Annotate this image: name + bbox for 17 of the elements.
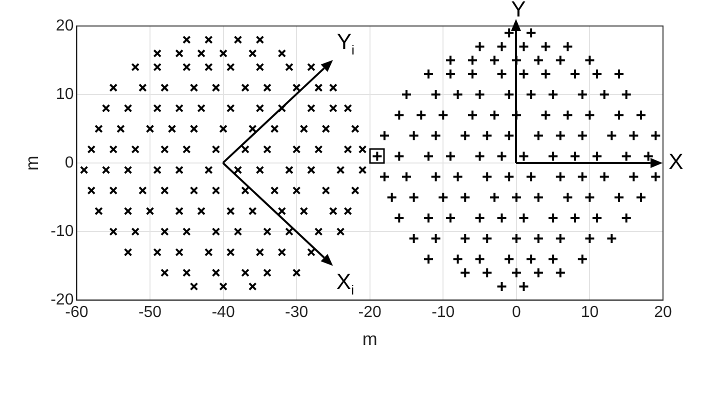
x-tick-label: -50	[138, 304, 162, 322]
text: Y	[511, 0, 526, 22]
y-tick-label: 0	[64, 154, 74, 172]
x-tick-label: 10	[580, 304, 599, 322]
y-tick-label: 20	[56, 17, 74, 34]
x-axis-title: m	[362, 329, 378, 350]
x-tick-label: -40	[212, 304, 235, 322]
x-tick-label: -30	[285, 304, 308, 322]
y-tick-label: 10	[56, 86, 74, 103]
x-tick-label: 0	[512, 304, 521, 322]
y-axis-title: m	[22, 156, 42, 171]
x-tick-label: -20	[358, 304, 382, 322]
y-tick-label: -10	[50, 223, 74, 240]
x-tick-label: -10	[432, 304, 455, 322]
x-tick-label: -60	[65, 304, 88, 322]
text: X	[668, 149, 684, 174]
x-tick-label: 20	[654, 304, 672, 322]
